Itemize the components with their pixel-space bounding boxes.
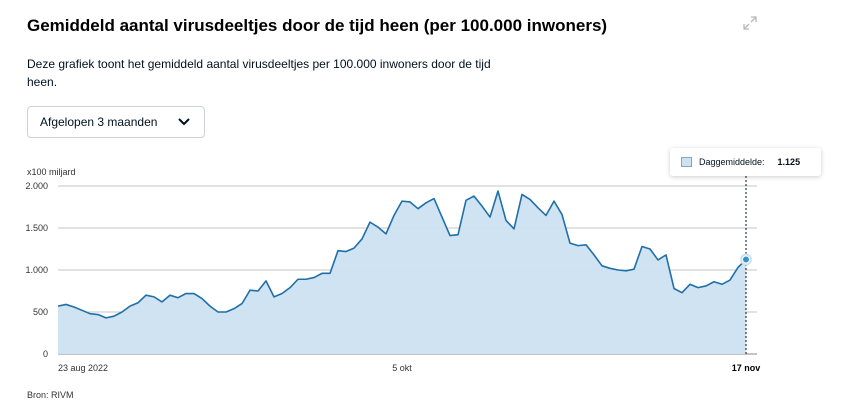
series-line	[57, 190, 747, 319]
y-axis-label: x100 miljard	[27, 167, 76, 177]
page-title: Gemiddeld aantal virusdeeltjes door de t…	[27, 16, 608, 35]
tooltip-swatch	[681, 157, 692, 167]
y-tick-label: 0	[43, 349, 48, 359]
x-tick-label: 17 nov	[732, 363, 761, 373]
expand-icon[interactable]	[743, 16, 757, 30]
y-tick-label: 1.000	[25, 265, 48, 275]
series-area	[58, 191, 746, 354]
chart-tooltip: Daggemiddelde: 1.125	[670, 148, 821, 176]
y-tick-label: 1.500	[25, 223, 48, 233]
chevron-down-icon	[178, 118, 190, 126]
tooltip-value: 1.125	[777, 157, 801, 167]
period-select-value: Afgelopen 3 maanden	[40, 115, 158, 129]
tooltip-label: Daggemiddelde:	[699, 157, 765, 167]
source-text: Bron: RIVM	[27, 390, 74, 400]
highlight-marker	[742, 255, 750, 264]
x-tick-label: 5 okt	[392, 363, 412, 373]
y-tick-label: 500	[33, 307, 48, 317]
chart-description: Deze grafiek toont het gemiddeld aantal …	[27, 57, 491, 89]
x-tick-label: 23 aug 2022	[58, 363, 108, 373]
y-tick-label: 2.000	[25, 181, 48, 191]
period-select[interactable]: Afgelopen 3 maanden	[27, 106, 205, 138]
